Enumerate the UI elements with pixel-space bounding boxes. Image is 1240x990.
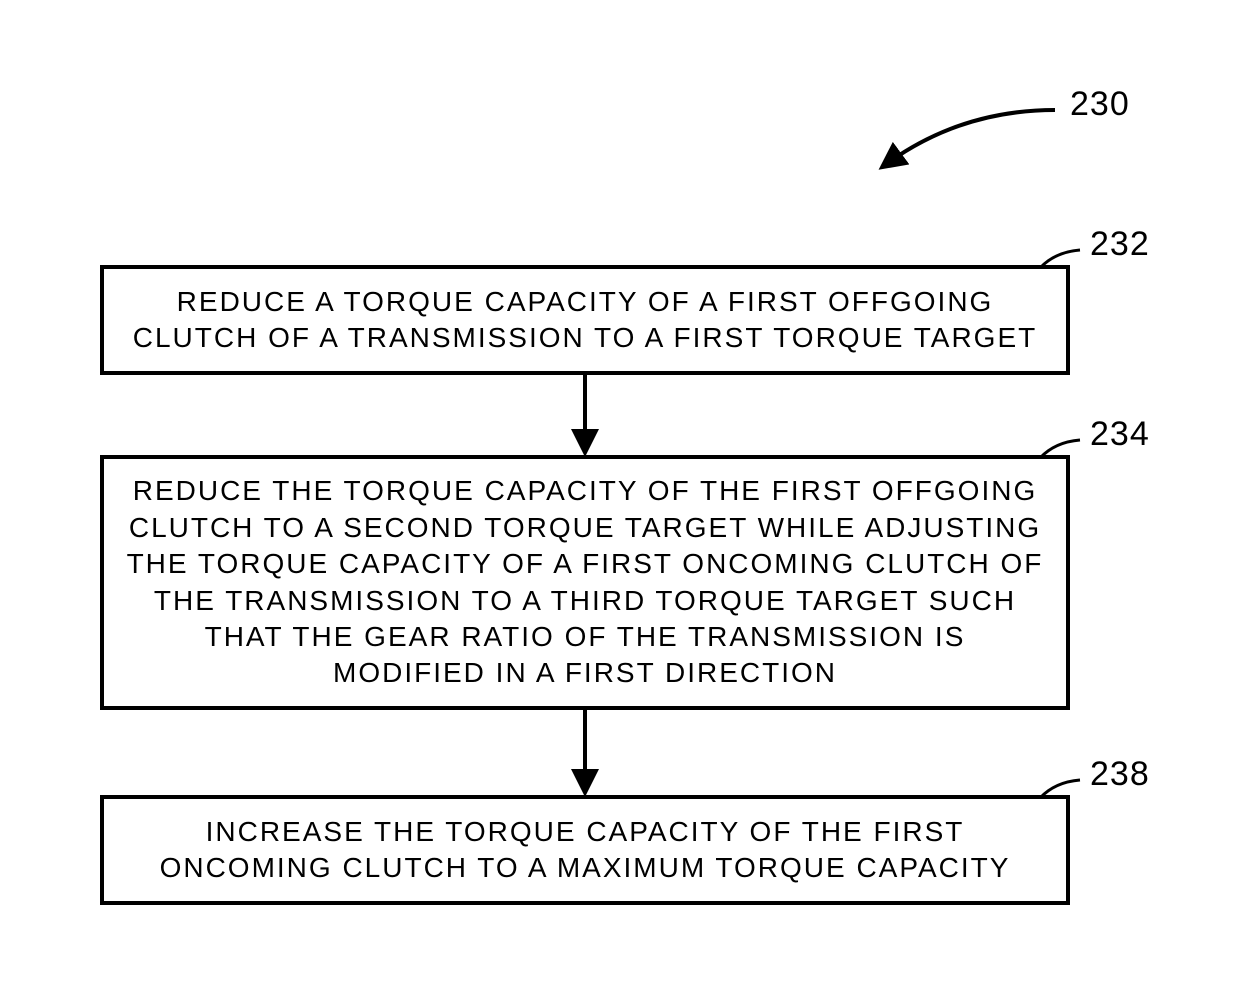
flow-step-232: REDUCE A TORQUE CAPACITY OF A FIRST OFFG… [100,265,1070,375]
ref-label-238: 238 [1090,755,1150,794]
flowchart-canvas: REDUCE A TORQUE CAPACITY OF A FIRST OFFG… [0,0,1240,990]
ref-label-230: 230 [1070,85,1130,124]
ref-label-234: 234 [1090,415,1150,454]
flow-step-238-text: INCREASE THE TORQUE CAPACITY OF THE FIRS… [124,814,1046,887]
flow-step-234-text: REDUCE THE TORQUE CAPACITY OF THE FIRST … [124,473,1046,691]
leader-230 [885,110,1055,165]
flow-step-234: REDUCE THE TORQUE CAPACITY OF THE FIRST … [100,455,1070,710]
ref-label-232: 232 [1090,225,1150,264]
flow-step-238: INCREASE THE TORQUE CAPACITY OF THE FIRS… [100,795,1070,905]
flow-step-232-text: REDUCE A TORQUE CAPACITY OF A FIRST OFFG… [124,284,1046,357]
